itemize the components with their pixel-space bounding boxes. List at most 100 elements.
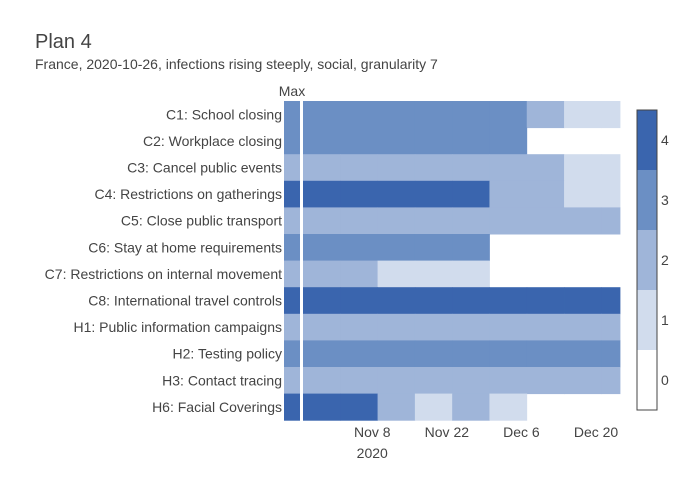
colorbar-tick-label: 1 bbox=[661, 312, 669, 328]
heatmap-cell bbox=[414, 313, 453, 341]
row-label: C1: School closing bbox=[166, 106, 282, 122]
heatmap-cell bbox=[489, 207, 528, 235]
row-label: C3: Cancel public events bbox=[127, 160, 282, 176]
heatmap-cell bbox=[303, 180, 341, 208]
heatmap-cell bbox=[414, 180, 453, 208]
max-cell bbox=[284, 367, 300, 395]
heatmap-cell bbox=[526, 101, 565, 129]
heatmap-cell bbox=[564, 180, 602, 208]
heatmap-cell bbox=[452, 207, 490, 235]
heatmap-cell bbox=[414, 367, 453, 395]
heatmap-cell bbox=[377, 207, 416, 235]
x-tick-label: Nov 8 bbox=[354, 424, 391, 440]
heatmap-cell bbox=[303, 154, 341, 182]
colorbar-segment bbox=[637, 290, 657, 350]
heatmap-cell bbox=[303, 340, 341, 368]
heatmap-cell bbox=[452, 127, 490, 155]
heatmap-cell bbox=[564, 287, 602, 315]
heatmap-cell bbox=[377, 393, 416, 421]
heatmap-cell bbox=[601, 313, 621, 341]
heatmap-cell bbox=[303, 207, 341, 235]
x-tick-label: Dec 6 bbox=[503, 424, 540, 440]
heatmap-cell bbox=[526, 287, 565, 315]
heatmap-cell bbox=[340, 393, 378, 421]
chart-title: Plan 4 bbox=[35, 31, 92, 53]
heatmap-cell bbox=[526, 367, 565, 395]
heatmap-cell bbox=[377, 180, 416, 208]
row-label: C7: Restrictions on internal movement bbox=[45, 266, 282, 282]
heatmap-cell bbox=[489, 313, 528, 341]
row-label: C4: Restrictions on gatherings bbox=[94, 186, 282, 202]
heatmap-cell bbox=[377, 101, 416, 129]
heatmap-cell bbox=[303, 367, 341, 395]
heatmap-cell bbox=[489, 101, 528, 129]
heatmap-cell bbox=[340, 367, 378, 395]
heatmap-cell bbox=[377, 340, 416, 368]
heatmap-cell bbox=[489, 180, 528, 208]
heatmap-cell bbox=[340, 127, 378, 155]
heatmap-cell bbox=[452, 154, 490, 182]
chart-subtitle: France, 2020-10-26, infections rising st… bbox=[35, 56, 438, 72]
heatmap-cell bbox=[601, 340, 621, 368]
max-cell bbox=[284, 180, 300, 208]
heatmap-cell bbox=[526, 154, 565, 182]
heatmap-cell bbox=[377, 260, 416, 288]
heatmap-cell bbox=[414, 340, 453, 368]
heatmap-cell bbox=[601, 287, 621, 315]
heatmap-cell bbox=[377, 127, 416, 155]
max-cell bbox=[284, 287, 300, 315]
heatmap-cell bbox=[564, 313, 602, 341]
x-tick-label: Nov 22 bbox=[425, 424, 470, 440]
heatmap-cell bbox=[340, 154, 378, 182]
heatmap-cell bbox=[414, 127, 453, 155]
max-cell bbox=[284, 101, 300, 129]
heatmap-cell bbox=[526, 340, 565, 368]
heatmap-cell bbox=[489, 393, 528, 421]
heatmap-cell bbox=[414, 154, 453, 182]
heatmap-cell bbox=[452, 180, 490, 208]
heatmap-cell bbox=[303, 393, 341, 421]
row-label: H3: Contact tracing bbox=[162, 372, 282, 388]
heatmap-cell bbox=[340, 180, 378, 208]
heatmap-cell bbox=[452, 313, 490, 341]
max-cell bbox=[284, 393, 300, 421]
heatmap-cell bbox=[303, 287, 341, 315]
row-label: H2: Testing policy bbox=[173, 346, 282, 362]
heatmap-cell bbox=[489, 127, 528, 155]
heatmap-cell bbox=[340, 207, 378, 235]
row-label: C5: Close public transport bbox=[121, 213, 282, 229]
heatmap-cell bbox=[452, 340, 490, 368]
max-cell bbox=[284, 313, 300, 341]
max-cell bbox=[284, 234, 300, 262]
max-cell bbox=[284, 154, 300, 182]
heatmap-cell bbox=[452, 367, 490, 395]
heatmap-cell bbox=[601, 207, 621, 235]
max-cell bbox=[284, 260, 300, 288]
heatmap-cell bbox=[303, 313, 341, 341]
heatmap-cell bbox=[340, 313, 378, 341]
colorbar-tick-label: 2 bbox=[661, 252, 669, 268]
colorbar-tick-label: 3 bbox=[661, 192, 669, 208]
heatmap-cell bbox=[526, 207, 565, 235]
heatmap-cell bbox=[377, 313, 416, 341]
row-label: C8: International travel controls bbox=[88, 293, 282, 309]
heatmap-cell bbox=[489, 367, 528, 395]
heatmap-cell bbox=[489, 287, 528, 315]
heatmap-cell bbox=[414, 234, 453, 262]
heatmap-cell bbox=[601, 154, 621, 182]
heatmap-cell bbox=[303, 101, 341, 129]
row-label: H1: Public information campaigns bbox=[73, 319, 282, 335]
heatmap-cell bbox=[340, 340, 378, 368]
max-cell bbox=[284, 340, 300, 368]
row-label: C6: Stay at home requirements bbox=[88, 239, 282, 255]
colorbar-segment bbox=[637, 230, 657, 290]
heatmap-cell bbox=[489, 154, 528, 182]
heatmap-cell bbox=[340, 101, 378, 129]
heatmap-cell bbox=[526, 180, 565, 208]
heatmap-cell bbox=[414, 207, 453, 235]
heatmap-cell bbox=[340, 234, 378, 262]
heatmap-cell bbox=[303, 234, 341, 262]
heatmap-cell bbox=[564, 101, 602, 129]
row-label: H6: Facial Coverings bbox=[152, 399, 282, 415]
